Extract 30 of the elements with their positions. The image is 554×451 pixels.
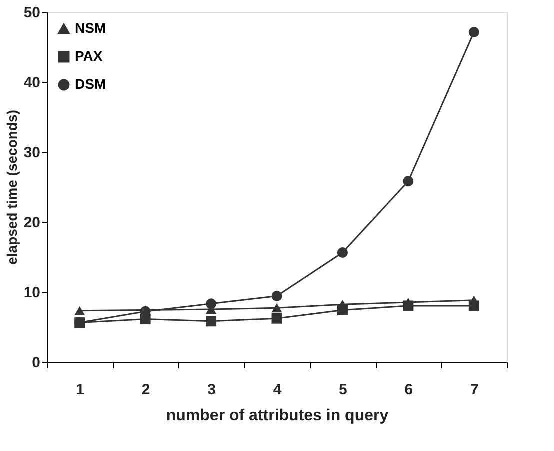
legend-label: NSM [75, 20, 106, 36]
x-tick-label: 2 [142, 382, 150, 398]
x-tick-label: 3 [208, 382, 216, 398]
y-axis-title: elapsed time (seconds) [4, 110, 20, 265]
x-tick-label: 4 [273, 382, 282, 398]
point [337, 304, 348, 316]
point [206, 316, 217, 327]
point [272, 290, 282, 302]
point [403, 176, 414, 187]
y-tick-label: 30 [24, 144, 40, 162]
point [468, 27, 480, 38]
y-tick-label: 10 [24, 284, 40, 302]
point [337, 248, 348, 258]
y-tick-label: 40 [24, 74, 40, 92]
y-tick-label: 50 [24, 4, 40, 22]
point [74, 306, 86, 316]
legend-label: PAX [75, 48, 104, 64]
y-tick-label: 20 [24, 214, 40, 232]
point [206, 298, 217, 310]
x-axis-title: number of attributes in query [166, 408, 389, 424]
y-tick-label: 0 [32, 354, 40, 372]
x-tick-label: 6 [404, 382, 414, 398]
x-tick-label: 1 [76, 382, 85, 398]
point [468, 300, 480, 312]
legend-label: DSM [75, 76, 106, 92]
x-tick-label: 5 [339, 382, 348, 398]
point [272, 313, 282, 324]
point [403, 300, 414, 312]
point [272, 304, 282, 313]
x-tick-label: 7 [470, 382, 479, 398]
